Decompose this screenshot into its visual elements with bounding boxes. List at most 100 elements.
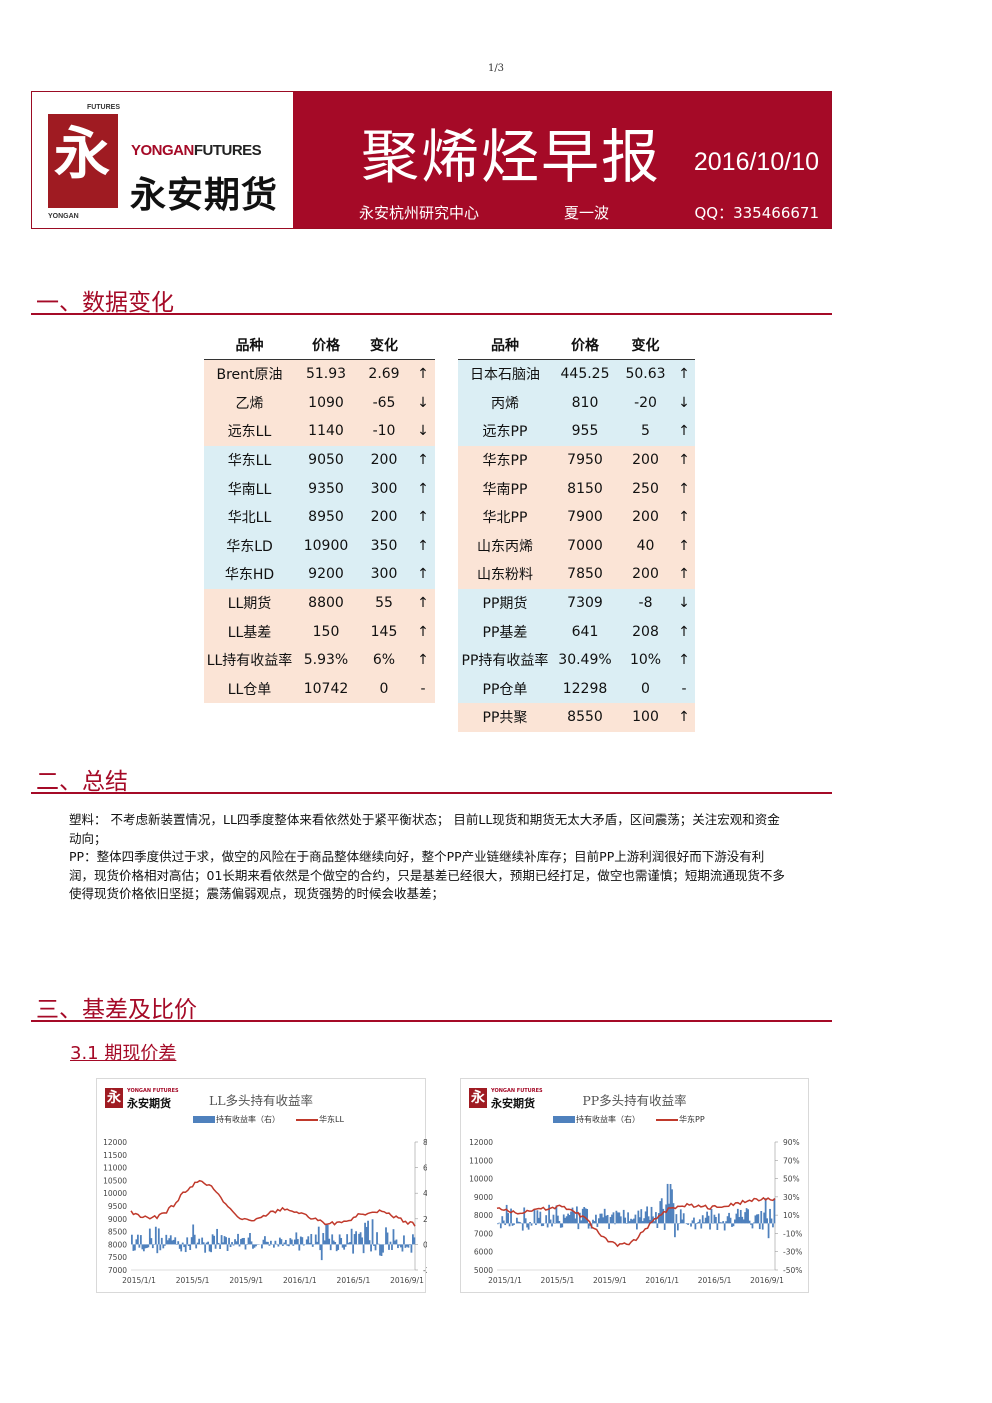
col-header-name: 品种 bbox=[458, 331, 552, 360]
cell-price: 1090 bbox=[295, 388, 357, 418]
yield-bar bbox=[332, 1240, 335, 1245]
yield-bar bbox=[555, 1205, 558, 1224]
yield-bar bbox=[690, 1223, 692, 1227]
yield-bar bbox=[280, 1239, 283, 1245]
col-header-change: 变化 bbox=[618, 331, 673, 360]
cell-price: 8550 bbox=[552, 703, 618, 732]
yield-bar bbox=[723, 1223, 726, 1231]
yield-bar bbox=[556, 1215, 559, 1224]
yield-bar bbox=[196, 1242, 199, 1245]
yield-bar bbox=[403, 1235, 405, 1245]
yield-bar bbox=[281, 1244, 284, 1246]
cell-change: 200 bbox=[618, 560, 673, 589]
yield-bar bbox=[657, 1213, 660, 1224]
section-divider bbox=[31, 1020, 832, 1022]
yield-bar bbox=[668, 1203, 670, 1224]
cell-change: 40 bbox=[618, 531, 673, 561]
yield-bar bbox=[612, 1212, 615, 1224]
cell-arrow: - bbox=[411, 674, 435, 704]
yield-bar bbox=[735, 1213, 738, 1224]
yield-bar bbox=[228, 1237, 230, 1245]
cell-arrow: ↑ bbox=[411, 588, 435, 618]
yield-bar bbox=[168, 1238, 171, 1245]
yield-bar bbox=[181, 1242, 184, 1245]
cell-name: 山东粉料 bbox=[458, 560, 552, 589]
yield-bar bbox=[565, 1216, 568, 1224]
yield-bar bbox=[703, 1222, 706, 1224]
yield-bar bbox=[770, 1218, 773, 1224]
yield-bar bbox=[573, 1212, 575, 1224]
cell-change: 145 bbox=[357, 617, 411, 646]
cell-arrow: ↑ bbox=[673, 617, 695, 646]
cell-arrow: ↑ bbox=[673, 703, 695, 732]
yield-bar bbox=[207, 1241, 210, 1245]
section-divider bbox=[31, 792, 832, 794]
yield-bar bbox=[344, 1244, 347, 1247]
yield-bar bbox=[580, 1220, 583, 1224]
yield-bar bbox=[310, 1234, 313, 1245]
yield-bar bbox=[223, 1236, 226, 1245]
cell-arrow: ↓ bbox=[673, 588, 695, 618]
cell-price: 5.93% bbox=[295, 645, 357, 675]
cell-name: 山东丙烯 bbox=[458, 531, 552, 561]
yield-bar bbox=[650, 1206, 653, 1224]
yield-bar bbox=[739, 1209, 742, 1224]
yield-bar bbox=[734, 1219, 736, 1224]
yield-bar bbox=[253, 1244, 256, 1248]
cell-arrow: ↓ bbox=[673, 388, 695, 418]
summary-pp: PP：整体四季度供过于求，做空的风险在于商品整体继续向好，整个PP产业链继续补库… bbox=[69, 849, 785, 901]
yield-bar bbox=[225, 1237, 227, 1245]
section-title-basis: 三、基差及比价 bbox=[36, 997, 197, 1023]
yield-bar bbox=[644, 1211, 647, 1224]
chart-logo-en: YONGAN FUTURES bbox=[127, 1088, 179, 1094]
table-row: LL基差 150 145 ↑ bbox=[204, 617, 435, 646]
yield-bar bbox=[624, 1217, 627, 1224]
cell-price: 10900 bbox=[295, 531, 357, 561]
yield-bar bbox=[400, 1244, 402, 1248]
yield-bar bbox=[171, 1240, 174, 1245]
yield-bar bbox=[262, 1239, 265, 1245]
chart-logo: 永 YONGAN FUTURES 永安期货 bbox=[105, 1088, 185, 1110]
cell-name: LL基差 bbox=[204, 617, 295, 646]
yield-bar bbox=[546, 1223, 549, 1228]
yield-bar bbox=[365, 1226, 368, 1245]
yield-bar bbox=[571, 1207, 574, 1224]
yield-bar bbox=[305, 1239, 308, 1245]
yield-bar bbox=[139, 1235, 142, 1245]
yield-bar bbox=[204, 1244, 207, 1253]
yield-bar bbox=[608, 1223, 610, 1229]
y-right-tick: 50% bbox=[783, 1175, 800, 1184]
cell-name: 华北PP bbox=[458, 502, 552, 532]
yield-bar bbox=[238, 1244, 241, 1247]
table-row: 日本石脑油 445.25 50.63 ↑ bbox=[458, 359, 695, 389]
cell-change: 50.63 bbox=[618, 359, 673, 389]
cell-change: 200 bbox=[618, 445, 673, 475]
yield-bar bbox=[277, 1244, 280, 1247]
yield-bar bbox=[498, 1222, 501, 1224]
yield-bar bbox=[186, 1237, 189, 1245]
yield-bar bbox=[229, 1244, 232, 1248]
yield-bar bbox=[530, 1223, 533, 1226]
x-tick: 2015/5/1 bbox=[176, 1276, 210, 1285]
yield-bar bbox=[364, 1222, 366, 1245]
logo-bottom-text: YONGAN bbox=[48, 213, 79, 220]
yield-bar bbox=[150, 1238, 153, 1245]
cell-price: 8150 bbox=[552, 474, 618, 503]
cell-price: 955 bbox=[552, 417, 618, 446]
y-left-tick: 8500 bbox=[108, 1228, 127, 1237]
yield-bar bbox=[570, 1211, 572, 1224]
yield-bar bbox=[355, 1231, 358, 1245]
yield-bar bbox=[508, 1223, 511, 1227]
yield-bar bbox=[216, 1228, 218, 1245]
cell-arrow: ↑ bbox=[411, 474, 435, 503]
logo-mark-icon: 永 bbox=[105, 1088, 123, 1108]
yield-bar bbox=[323, 1240, 326, 1245]
yield-bar bbox=[587, 1223, 590, 1229]
yield-bar bbox=[704, 1217, 707, 1224]
y-right-tick: 10% bbox=[783, 1211, 800, 1220]
yield-bar bbox=[338, 1234, 341, 1245]
x-tick: 2015/5/1 bbox=[541, 1276, 575, 1285]
yield-bar bbox=[583, 1207, 586, 1224]
yield-bar bbox=[622, 1209, 625, 1224]
cell-change: -8 bbox=[618, 588, 673, 618]
